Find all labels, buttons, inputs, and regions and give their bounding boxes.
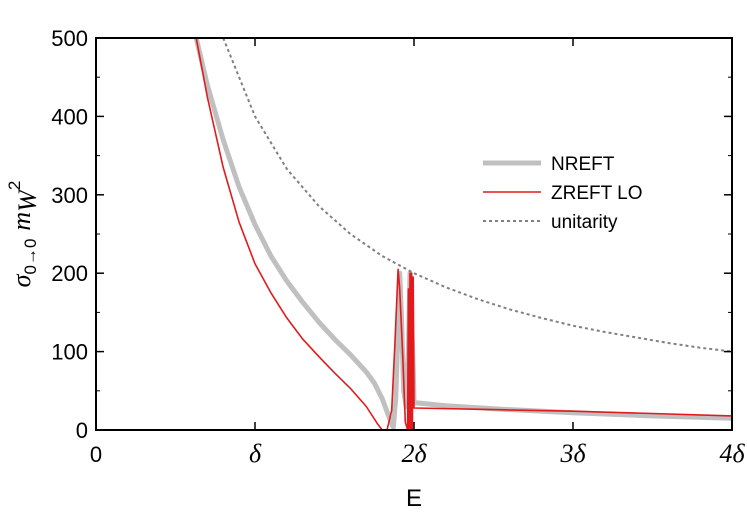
x-axis-label: E <box>406 485 422 512</box>
y-tick-label: 0 <box>76 418 88 443</box>
legend-label: unitarity <box>551 212 618 233</box>
x-tick-label: 4δ <box>719 439 745 468</box>
x-tick-label: 3δ <box>559 439 586 468</box>
legend-label: ZREFT LO <box>551 183 643 204</box>
y-axis-label: σ0→0mW2 <box>5 181 42 288</box>
x-tick-label: δ <box>249 439 262 468</box>
svg-text:σ0→0mW2: σ0→0mW2 <box>5 181 42 288</box>
legend: NREFT ZREFT LO unitarity <box>483 154 643 233</box>
y-tick-label: 200 <box>51 261 88 286</box>
series-layer <box>193 38 732 430</box>
series-line-zreft-lo <box>195 38 732 430</box>
y-tick-label: 100 <box>51 340 88 365</box>
series-line-unitarity <box>222 38 732 353</box>
x-tick-label: 2δ <box>401 439 427 468</box>
series-line-nreft <box>193 38 732 430</box>
y-tick-label: 400 <box>51 104 88 129</box>
legend-label: NREFT <box>551 154 615 175</box>
x-tick-label: 0 <box>90 442 102 467</box>
y-tick-label: 500 <box>51 26 88 51</box>
plot-frame <box>95 37 733 431</box>
ticks-layer: 0 δ 2δ 3δ 4δ 0 100 200 300 400 500 <box>51 26 745 468</box>
y-tick-label: 300 <box>51 183 88 208</box>
